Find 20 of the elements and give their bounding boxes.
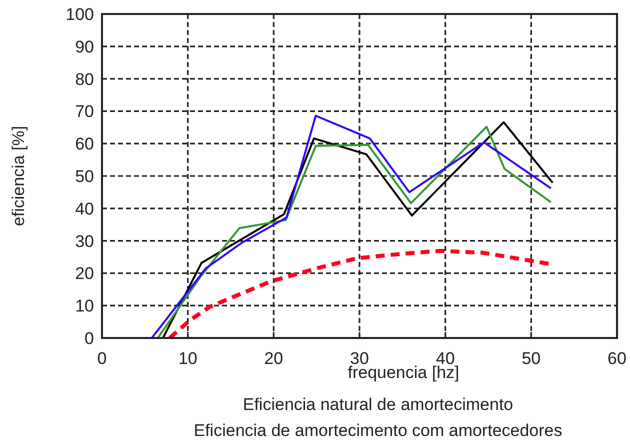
y-tick-label: 50: [75, 167, 94, 186]
y-tick-label: 0: [84, 329, 94, 348]
text: Eficiencia de amortecimento com amortecedores: [194, 421, 562, 440]
y-tick-label: 100: [66, 5, 94, 24]
x-tick-label: 0: [97, 349, 107, 368]
y-tick-label: 80: [75, 70, 94, 89]
x-tick-label: 60: [608, 349, 626, 368]
y-tick-label: 40: [75, 199, 94, 218]
y-axis-title: eficiencia [%]: [9, 126, 28, 226]
y-tick-label: 70: [75, 102, 94, 122]
x-tick-label: 10: [178, 349, 198, 368]
y-tick-label: 20: [75, 264, 94, 284]
y-tick-label: 90: [75, 37, 94, 56]
text: Eficiencia natural de amortecimento: [242, 395, 514, 414]
x-tick-label: 50: [522, 349, 541, 368]
y-tick-label: 30: [75, 232, 94, 251]
y-tick-label: 60: [75, 134, 94, 154]
x-axis-title: frequencia [hz]: [348, 363, 460, 382]
y-tick-label: 10: [75, 296, 94, 316]
x-tick-label: 20: [264, 349, 284, 368]
